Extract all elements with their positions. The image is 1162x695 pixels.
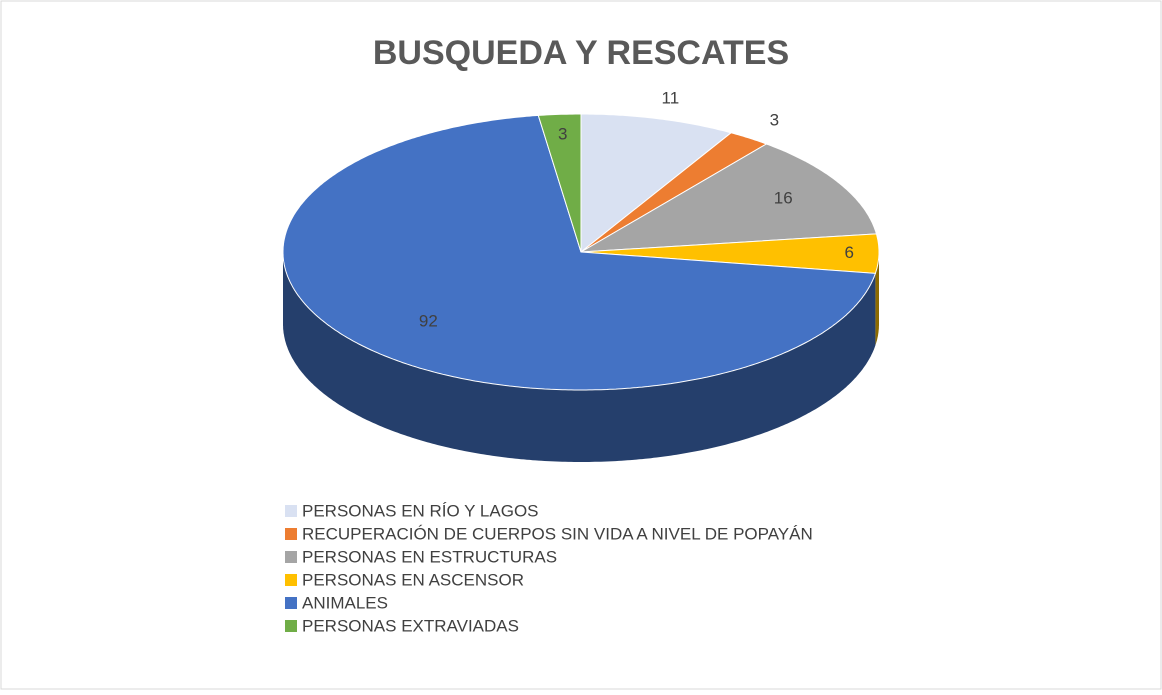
slice bbox=[580, 143, 878, 253]
legend-label: PERSONAS EN RÍO Y LAGOS bbox=[302, 501, 539, 520]
legend-swatch bbox=[285, 597, 297, 609]
slice bbox=[537, 113, 582, 253]
legend-label: PERSONAS EXTRAVIADAS bbox=[302, 616, 519, 635]
slice bbox=[580, 233, 880, 274]
legend-swatch bbox=[285, 574, 297, 586]
slice bbox=[580, 113, 733, 254]
data-label: 3 bbox=[770, 110, 779, 129]
slice bbox=[580, 132, 768, 253]
data-label: 11 bbox=[662, 88, 680, 107]
slice-side bbox=[875, 252, 879, 346]
data-label: 6 bbox=[844, 243, 853, 262]
legend-label: ANIMALES bbox=[302, 593, 388, 612]
chart-title: BUSQUEDA Y RESCATES bbox=[373, 34, 789, 72]
legend-swatch bbox=[285, 551, 297, 563]
legend-swatch bbox=[285, 505, 297, 517]
data-label: 3 bbox=[558, 124, 567, 143]
legend-label: RECUPERACIÓN DE CUERPOS SIN VIDA A NIVEL… bbox=[302, 524, 813, 543]
slice-side bbox=[283, 252, 876, 462]
legend-label: PERSONAS EN ASCENSOR bbox=[302, 570, 524, 589]
legend-swatch bbox=[285, 620, 297, 632]
data-label: 92 bbox=[419, 311, 438, 330]
slice bbox=[282, 114, 877, 391]
legend-label: PERSONAS EN ESTRUCTURAS bbox=[302, 547, 557, 566]
data-label: 16 bbox=[774, 188, 793, 207]
legend-swatch bbox=[285, 528, 297, 540]
